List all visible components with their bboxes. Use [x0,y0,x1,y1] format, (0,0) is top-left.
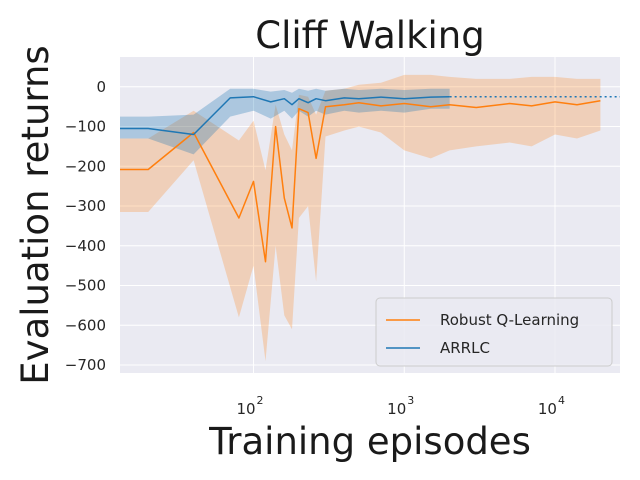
y-tick-label: −500 [65,277,106,295]
series-line-0 [120,99,601,263]
y-tick-label: −400 [65,237,106,255]
y-tick-label: −200 [65,157,106,175]
y-tick-labels: 0 −100 −200 −300 −400 −500 −600 −700 [65,78,106,374]
series-lines [120,95,601,263]
confidence-band-0 [120,74,601,362]
x-axis-label: Training episodes [208,420,531,463]
legend-label-robust-q-learning: Robust Q-Learning [440,311,579,329]
x-tick-exponent: 4 [558,394,565,407]
confidence-bands [120,74,601,362]
legend-box [375,297,613,367]
x-tick-label: 10 [387,400,406,418]
confidence-band-1 [120,88,450,155]
chart-title: Cliff Walking [255,14,484,57]
x-tick-exponent: 2 [257,394,264,407]
series-line-1 [120,95,450,136]
y-tick-label: −600 [65,316,106,334]
y-tick-label: 0 [96,78,106,96]
legend: Robust Q-Learning ARRLC [375,297,613,367]
y-tick-label: −700 [65,356,106,374]
y-axis-label: Evaluation returns [14,45,57,384]
y-tick-label: −300 [65,197,106,215]
x-tick-labels: 10 2 10 3 10 4 [236,394,565,418]
x-tick-exponent: 3 [407,394,414,407]
x-tick-label: 10 [236,400,255,418]
legend-label-arrlc: ARRLC [440,339,490,357]
x-tick-label: 10 [538,400,557,418]
y-tick-label: −100 [65,118,106,136]
